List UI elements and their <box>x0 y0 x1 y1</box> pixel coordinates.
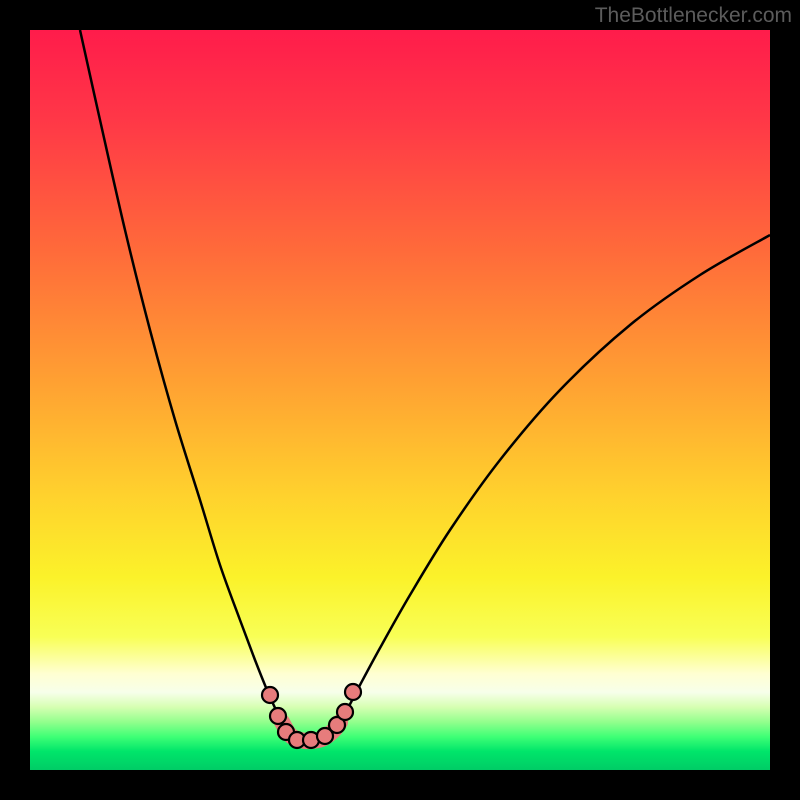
bead-marker <box>270 708 286 724</box>
chart-canvas: TheBottlenecker.com <box>0 0 800 800</box>
chart-svg <box>0 0 800 800</box>
bead-marker <box>345 684 361 700</box>
watermark-text: TheBottlenecker.com <box>595 4 792 28</box>
plot-area <box>30 30 770 770</box>
bead-marker <box>262 687 278 703</box>
bead-marker <box>337 704 353 720</box>
